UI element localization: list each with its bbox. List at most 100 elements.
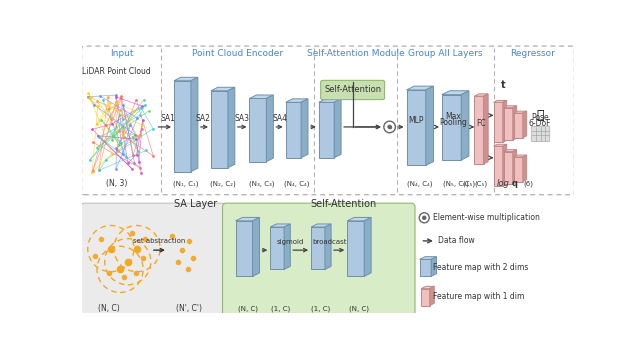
Point (100, 122, 111, 127)
Text: 6-DoF: 6-DoF (529, 119, 551, 127)
Point (129, 108, 140, 114)
Text: Max: Max (445, 112, 461, 121)
Polygon shape (319, 99, 341, 102)
Point (111, 145, 122, 151)
Point (111, 100, 121, 105)
Point (136, 105, 147, 111)
Text: set abstraction: set abstraction (133, 238, 186, 244)
Text: (N, C): (N, C) (349, 306, 369, 312)
Polygon shape (426, 86, 433, 165)
Text: (N₄, C₄): (N₄, C₄) (407, 181, 433, 187)
Point (87, 127, 97, 132)
Polygon shape (493, 144, 507, 146)
Text: (C₅): (C₅) (462, 181, 476, 187)
Point (88, 168, 98, 174)
Point (116, 95, 127, 101)
Polygon shape (270, 224, 291, 227)
Point (86, 94, 96, 100)
Point (108, 133, 118, 139)
Point (112, 147, 122, 153)
Text: MLP: MLP (408, 116, 424, 125)
Point (92, 121, 102, 127)
Polygon shape (493, 102, 503, 142)
FancyBboxPatch shape (531, 126, 550, 142)
Text: SA1: SA1 (161, 114, 175, 123)
Polygon shape (461, 91, 469, 160)
Point (93, 103, 103, 109)
Point (93, 167, 104, 173)
Polygon shape (442, 91, 469, 95)
Polygon shape (174, 77, 198, 81)
Polygon shape (503, 144, 507, 186)
Point (140, 102, 150, 108)
Text: 📍: 📍 (536, 109, 543, 122)
Text: (C₅): (C₅) (475, 181, 488, 187)
Polygon shape (266, 95, 273, 162)
Circle shape (388, 125, 391, 128)
Polygon shape (504, 152, 513, 184)
Point (118, 151, 128, 157)
Polygon shape (348, 218, 371, 221)
Point (130, 132, 140, 138)
Point (114, 142, 124, 147)
Point (121, 155, 131, 160)
Polygon shape (504, 150, 516, 152)
Polygon shape (474, 94, 488, 96)
Polygon shape (211, 87, 235, 91)
Point (83, 90, 93, 96)
Point (92, 99, 102, 104)
FancyBboxPatch shape (81, 203, 225, 317)
Text: (N₂, C₂): (N₂, C₂) (210, 181, 236, 187)
Polygon shape (334, 99, 341, 158)
Point (128, 152, 138, 157)
Point (134, 132, 145, 138)
Point (103, 106, 113, 112)
Point (87, 169, 97, 175)
Polygon shape (228, 87, 235, 168)
Point (111, 166, 121, 172)
Text: (N, C): (N, C) (237, 306, 257, 312)
Point (114, 128, 124, 134)
Polygon shape (420, 259, 431, 276)
Point (101, 157, 111, 163)
Polygon shape (431, 257, 436, 276)
Point (127, 134, 138, 139)
Text: SA4: SA4 (273, 114, 288, 123)
Point (129, 160, 140, 165)
Point (118, 124, 128, 130)
Point (134, 159, 144, 165)
Point (104, 106, 115, 111)
Text: (N, 3): (N, 3) (106, 179, 127, 188)
Point (98, 97, 108, 102)
Point (136, 126, 147, 132)
Circle shape (384, 121, 396, 133)
Point (111, 92, 121, 98)
Polygon shape (493, 100, 507, 102)
Polygon shape (211, 91, 228, 168)
Text: Pooling: Pooling (439, 118, 467, 127)
Point (107, 151, 117, 156)
Text: (1, C): (1, C) (271, 306, 290, 312)
Text: Element-wise multiplication: Element-wise multiplication (433, 213, 540, 222)
Point (115, 140, 125, 146)
Point (97, 117, 107, 123)
Polygon shape (348, 221, 364, 276)
Text: SA2: SA2 (196, 114, 211, 123)
FancyBboxPatch shape (223, 203, 415, 317)
Point (88, 139, 98, 145)
Polygon shape (421, 286, 435, 289)
Text: Self-Attention: Self-Attention (310, 199, 376, 209)
Polygon shape (301, 99, 308, 158)
Point (105, 100, 115, 105)
Polygon shape (513, 155, 527, 157)
Text: (N₅, C₅): (N₅, C₅) (443, 181, 468, 187)
Polygon shape (523, 111, 527, 138)
Text: SA3: SA3 (234, 114, 249, 123)
Polygon shape (523, 155, 527, 182)
Text: log: log (497, 179, 510, 188)
Text: Feature map with 1 dim: Feature map with 1 dim (433, 292, 525, 301)
Polygon shape (253, 218, 259, 276)
Point (135, 165, 145, 171)
Polygon shape (250, 99, 266, 162)
Polygon shape (311, 227, 325, 269)
